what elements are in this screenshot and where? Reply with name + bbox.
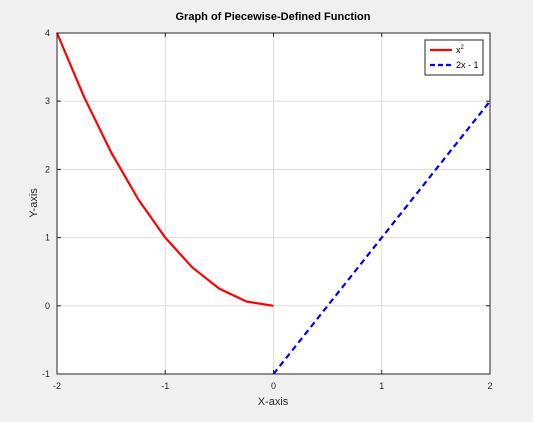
legend: x2 2x - 1 [424, 39, 484, 76]
y-tick-label: 2 [45, 164, 50, 174]
legend-label-series-2: 2x - 1 [456, 60, 479, 70]
y-tick-label: -1 [42, 369, 50, 379]
y-tick-label: 0 [45, 301, 50, 311]
x-axis-label: X-axis [258, 396, 289, 408]
y-tick-label: 4 [45, 28, 50, 38]
x-tick-label: -1 [161, 381, 169, 391]
y-tick-label: 3 [45, 96, 50, 106]
series-2-line [272, 100, 491, 375]
series-layer [55, 32, 491, 375]
legend-label-series-1-exponent: 2 [461, 45, 465, 51]
chart-title: Graph of Piecewise-Defined Function [176, 11, 371, 23]
x-tick-label: 1 [379, 381, 384, 391]
y-tick-label: 1 [45, 233, 50, 243]
x-tick-label: -2 [53, 381, 61, 391]
legend-label-series-1: x2 [456, 45, 465, 55]
x-tick-label: 0 [271, 381, 276, 391]
x-tick-label: 2 [487, 381, 492, 391]
series-1-line [55, 32, 274, 307]
legend-box [424, 39, 484, 76]
legend-label-series-1-base: x [456, 45, 461, 55]
y-axis-label: Y-axis [28, 188, 40, 218]
